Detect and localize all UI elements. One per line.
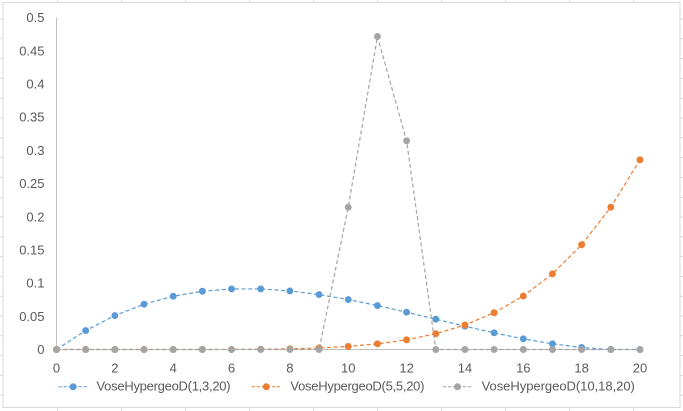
svg-text:20: 20	[633, 361, 647, 376]
svg-text:0: 0	[53, 361, 60, 376]
svg-text:12: 12	[399, 361, 413, 376]
svg-text:0.5: 0.5	[26, 10, 44, 25]
svg-text:VoseHypergeoD(5,5,20): VoseHypergeoD(5,5,20)	[290, 379, 424, 394]
svg-text:0.4: 0.4	[26, 77, 44, 92]
svg-text:14: 14	[458, 361, 472, 376]
svg-text:0.3: 0.3	[26, 143, 44, 158]
svg-text:0.2: 0.2	[26, 209, 44, 224]
svg-text:VoseHypergeoD(10,18,20): VoseHypergeoD(10,18,20)	[482, 379, 635, 394]
svg-text:0.25: 0.25	[19, 176, 44, 191]
svg-text:4: 4	[170, 361, 177, 376]
svg-text:16: 16	[516, 361, 530, 376]
svg-text:0.45: 0.45	[19, 43, 44, 58]
svg-text:0: 0	[37, 342, 44, 357]
svg-text:10: 10	[341, 361, 355, 376]
svg-text:8: 8	[286, 361, 293, 376]
svg-text:0.1: 0.1	[26, 276, 44, 291]
svg-text:0.35: 0.35	[19, 110, 44, 125]
svg-text:0.05: 0.05	[19, 309, 44, 324]
svg-text:2: 2	[111, 361, 118, 376]
svg-text:6: 6	[228, 361, 235, 376]
svg-text:18: 18	[574, 361, 588, 376]
svg-text:0.15: 0.15	[19, 243, 44, 258]
svg-text:VoseHypergeoD(1,3,20): VoseHypergeoD(1,3,20)	[97, 379, 231, 394]
